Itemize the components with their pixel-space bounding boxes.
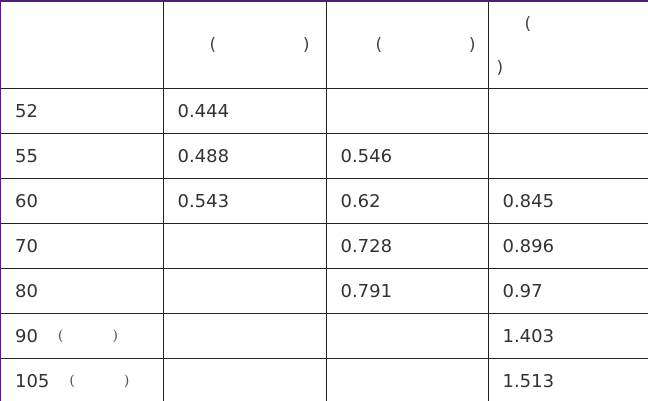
header-3-close-paren: ) [496, 58, 504, 78]
value-cell-c1: 0.444 [162, 88, 327, 134]
row-label-open-paren: ( [69, 373, 75, 389]
value-cell-c2 [325, 313, 489, 359]
table-row: 55 0.488 0.546 [1, 133, 648, 179]
row-label-cell: 52 [1, 88, 164, 134]
header-1-open-paren: ( [209, 35, 217, 55]
header-3-open-paren: ( [524, 14, 532, 34]
value-cell-c1 [162, 268, 327, 314]
value-cell-c1 [162, 223, 327, 269]
value-cell-c3: 0.896 [487, 223, 648, 269]
table-row: 90 () 1.403 [1, 313, 648, 359]
value-cell-c2: 0.791 [325, 268, 489, 314]
value-cell-c3 [487, 88, 648, 134]
header-1-close-paren: ) [302, 35, 310, 55]
value-cell-c1: 0.543 [162, 178, 327, 224]
table-row: 80 0.791 0.97 [1, 268, 648, 314]
row-label-cell: 80 [1, 268, 164, 314]
row-label-paren: () [58, 328, 118, 344]
table-header-row: ( ) ( ) ( ) [1, 2, 648, 89]
table-row: 105 () 1.513 [1, 358, 648, 401]
value-cell-c3: 0.97 [487, 268, 648, 314]
table-row: 52 0.444 [1, 88, 648, 134]
header-cell-0 [1, 2, 164, 89]
row-label: 52 [15, 100, 38, 122]
row-label-cell: 55 [1, 133, 164, 179]
value-cell-c1: 0.488 [162, 133, 327, 179]
header-cell-3: ( ) [487, 2, 648, 89]
row-label: 105 [15, 370, 50, 392]
row-label: 60 [15, 190, 38, 212]
header-cell-1: ( ) [162, 2, 327, 89]
row-label: 80 [15, 280, 38, 302]
row-label-cell: 90 () [1, 313, 164, 359]
header-2-close-paren: ) [468, 35, 476, 55]
row-label: 70 [15, 235, 38, 257]
row-label-open-paren: ( [57, 328, 64, 344]
value-cell-c3 [487, 133, 648, 179]
row-label-close-paren: ) [112, 328, 118, 344]
value-cell-c3: 1.403 [487, 313, 648, 359]
row-label-cell: 105 () [1, 358, 164, 401]
value-cell-c3: 0.845 [487, 178, 648, 224]
row-label-paren: () [69, 373, 129, 389]
row-label: 55 [15, 145, 38, 167]
row-label-cell: 60 [1, 178, 164, 224]
value-cell-c2: 0.62 [325, 178, 489, 224]
header-cell-2: ( ) [325, 2, 489, 89]
value-cell-c2: 0.546 [325, 133, 489, 179]
table-row: 60 0.543 0.62 0.845 [1, 178, 648, 224]
value-cell-c1 [162, 358, 327, 401]
value-cell-c2: 0.728 [325, 223, 489, 269]
row-label-close-paren: ) [123, 373, 130, 389]
header-2-open-paren: ( [375, 35, 383, 55]
value-cell-c2 [325, 88, 489, 134]
row-label-cell: 70 [1, 223, 164, 269]
table-row: 70 0.728 0.896 [1, 223, 648, 269]
value-cell-c3: 1.513 [487, 358, 648, 401]
row-label: 90 [15, 325, 38, 347]
value-cell-c2 [325, 358, 489, 401]
value-cell-c1 [162, 313, 327, 359]
